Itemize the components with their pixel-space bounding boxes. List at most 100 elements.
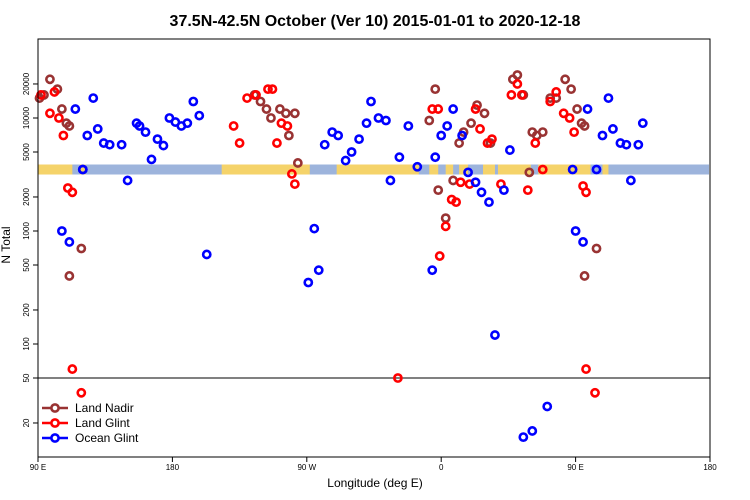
- land-strip-segment: [336, 164, 419, 175]
- y-tick-label: 100: [22, 337, 31, 351]
- land-strip-segment: [38, 164, 73, 175]
- land-glint-point: [530, 138, 541, 148]
- ocean-glint-point: [303, 277, 314, 288]
- ocean-glint-point: [570, 226, 581, 236]
- land-strip-segment: [602, 164, 609, 175]
- land-nadir-point: [289, 108, 300, 119]
- land-nadir-point: [579, 121, 590, 131]
- land-glint-point: [551, 87, 562, 97]
- legend-marker: [50, 433, 60, 443]
- land-strip-segment: [445, 164, 454, 175]
- y-axis: 20 50 100 200 500 1000 2000 5000 10000 20000: [22, 72, 38, 427]
- y-tick-label: 500: [22, 258, 31, 272]
- land-glint-point: [455, 177, 466, 188]
- land-nadir-point: [537, 127, 548, 138]
- plot-frame: [37, 38, 711, 458]
- land-nadir-point: [64, 121, 75, 131]
- land-nadir-point: [266, 113, 276, 123]
- ocean-glint-point: [194, 110, 205, 121]
- ocean-glint-point: [463, 167, 473, 178]
- land-nadir-point: [454, 138, 465, 148]
- land-nadir-point: [572, 104, 582, 114]
- land-nadir-point: [560, 74, 571, 85]
- land-glint-point: [506, 90, 517, 100]
- land-strip-segment: [483, 164, 495, 175]
- y-tick-label: 20: [22, 418, 31, 427]
- land-nadir-point: [524, 167, 535, 178]
- land-nadir-point: [479, 108, 490, 119]
- ocean-glint-point: [70, 104, 81, 114]
- ocean-glint-point: [490, 330, 500, 340]
- ocean-glint-point: [340, 155, 351, 166]
- legend-marker: [50, 418, 60, 428]
- land-mask-strip: [38, 164, 709, 175]
- land-glint-point: [76, 387, 87, 398]
- land-glint-point: [54, 113, 64, 123]
- ocean-glint-point: [182, 118, 193, 129]
- ocean-glint-point: [381, 115, 391, 126]
- ocean-glint-point: [578, 237, 588, 247]
- land-glint-point: [251, 90, 261, 100]
- ocean-glint-point: [385, 175, 396, 186]
- ocean-glint-point: [591, 164, 602, 175]
- y-tick-label: 200: [22, 303, 31, 317]
- ocean-glint-point: [394, 152, 405, 163]
- ocean-glint-point: [116, 139, 127, 150]
- ocean-glint-point: [484, 197, 494, 208]
- ocean-glint-point: [122, 175, 133, 186]
- land-glint-point: [49, 87, 60, 97]
- x-tick-label: 180: [703, 463, 717, 472]
- ocean-glint-point: [309, 223, 320, 234]
- ocean-glint-point: [582, 104, 593, 114]
- ocean-glint-point: [152, 134, 163, 145]
- land-glint-point: [228, 121, 239, 131]
- land-glint-point: [286, 169, 297, 179]
- ocean-glint-point: [361, 118, 372, 129]
- x-tick-label: 180: [166, 463, 180, 472]
- land-nadir-point: [56, 104, 67, 114]
- land-glint-point: [475, 124, 485, 134]
- ocean-glint-point: [499, 185, 509, 196]
- y-tick-label: 50: [22, 373, 31, 382]
- land-glint-point: [67, 364, 78, 374]
- ocean-glint-point: [504, 145, 515, 155]
- ocean-glint-point: [77, 164, 88, 175]
- land-glint-point: [516, 90, 527, 100]
- ocean-glint-point: [597, 130, 608, 141]
- ocean-glint-point: [346, 147, 357, 157]
- land-nadir-point: [566, 84, 577, 95]
- land-nadir-point: [45, 74, 55, 85]
- legend-marker: [50, 403, 60, 413]
- land-glint-point: [440, 221, 451, 232]
- x-axis-label: Longitude (deg E): [327, 476, 422, 490]
- x-tick-label: 90 E: [567, 463, 583, 472]
- land-glint-point: [545, 96, 556, 107]
- land-glint-point: [487, 134, 497, 145]
- land-glint-point: [558, 108, 569, 119]
- ocean-glint-point: [134, 121, 145, 131]
- ocean-glint-point: [567, 164, 578, 175]
- land-strip-segment: [429, 164, 439, 175]
- ocean-glint-point: [608, 124, 618, 134]
- land-glint-point: [451, 197, 462, 208]
- ocean-glint-point: [625, 175, 636, 186]
- land-nadir-point: [512, 70, 523, 80]
- ocean-glint-point: [158, 140, 169, 151]
- land-glint-point: [537, 164, 548, 175]
- land-strip-segment: [459, 164, 469, 175]
- land-nadir-point: [255, 96, 266, 107]
- ocean-glint-point: [56, 226, 67, 236]
- ocean-glint-point: [146, 154, 157, 165]
- land-nadir-point: [591, 243, 602, 254]
- land-glint-point: [434, 251, 445, 261]
- ocean-glint-point: [403, 121, 414, 131]
- ocean-glint-point: [427, 265, 438, 276]
- land-nadir-point: [280, 108, 291, 119]
- land-nadir-point: [283, 130, 294, 141]
- ocean-glint-point: [430, 152, 441, 163]
- y-tick-label: 5000: [22, 143, 31, 161]
- land-glint-point: [512, 79, 523, 89]
- land-nadir-point: [424, 115, 435, 126]
